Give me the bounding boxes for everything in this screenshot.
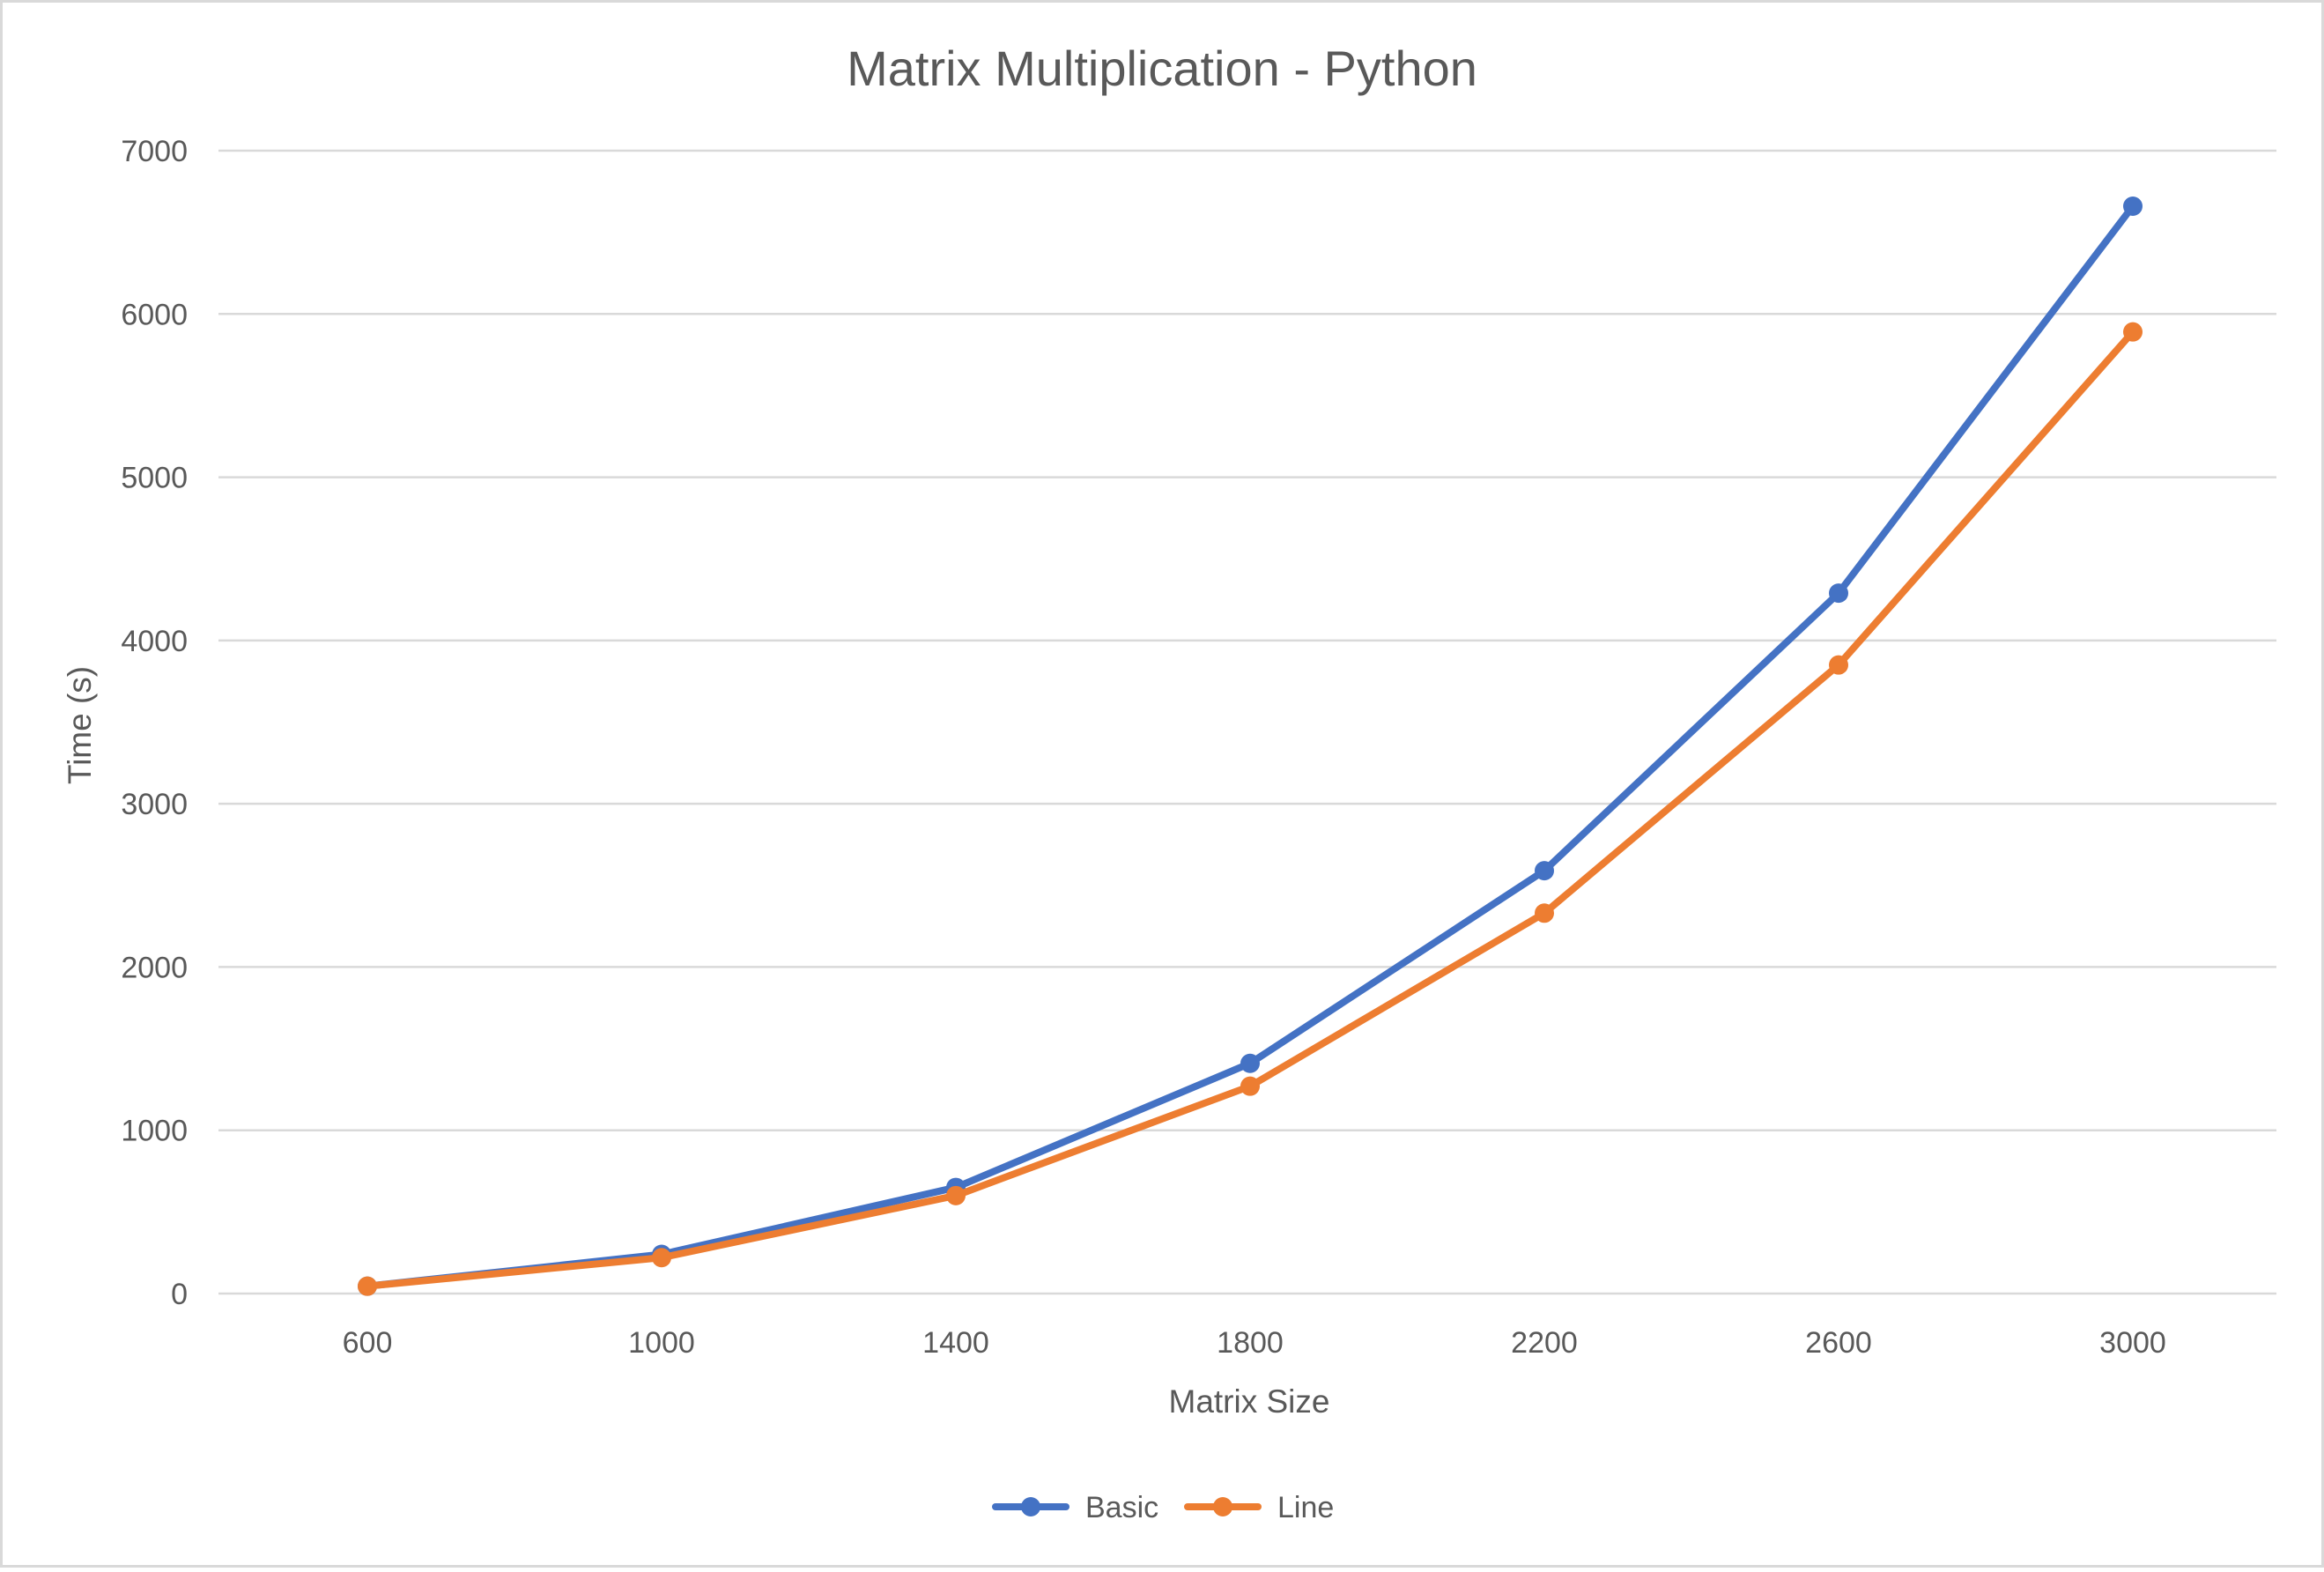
y-tick-label: 4000	[121, 625, 188, 658]
y-tick-label: 0	[171, 1278, 188, 1311]
legend-marker	[1021, 1497, 1040, 1516]
x-tick-label: 3000	[2099, 1326, 2166, 1360]
gridlines	[218, 149, 2276, 1295]
legend: Basic Line	[992, 1491, 1334, 1524]
y-tick-label: 2000	[121, 951, 188, 984]
x-axis-ticks: 600 1000 1400 1800 2200 2600 3000	[343, 1326, 2166, 1360]
data-point-line	[2123, 322, 2143, 342]
data-point-line	[946, 1185, 966, 1205]
legend-item-line: Line	[1184, 1491, 1334, 1524]
y-tick-label: 5000	[121, 462, 188, 495]
x-axis-label: Matrix Size	[1169, 1383, 1330, 1420]
x-tick-label: 1000	[628, 1326, 695, 1360]
data-point-line	[1535, 903, 1554, 923]
chart-title: Matrix Multiplication - Python	[847, 41, 1477, 96]
data-point-line	[1240, 1076, 1260, 1096]
data-point-basic	[1829, 583, 1848, 604]
data-point-line	[358, 1276, 377, 1296]
data-point-basic	[2123, 196, 2143, 216]
x-tick-label: 1400	[922, 1326, 989, 1360]
y-tick-label: 7000	[121, 135, 188, 168]
data-point-line	[1829, 655, 1848, 675]
legend-marker	[1213, 1497, 1232, 1516]
x-tick-label: 2600	[1805, 1326, 1872, 1360]
x-tick-label: 600	[343, 1326, 393, 1360]
x-tick-label: 2200	[1511, 1326, 1578, 1360]
y-axis-ticks: 0 1000 2000 3000 4000 5000 6000 7000	[121, 135, 188, 1311]
y-tick-label: 6000	[121, 298, 188, 331]
y-axis-label: Time (s)	[62, 666, 98, 784]
data-point-line	[652, 1248, 671, 1268]
data-point-basic	[1535, 861, 1554, 881]
x-tick-label: 1800	[1217, 1326, 1284, 1360]
series-group	[358, 196, 2143, 1296]
y-tick-label: 3000	[121, 788, 188, 821]
data-point-basic	[1240, 1053, 1260, 1073]
legend-label: Basic	[1085, 1491, 1158, 1524]
y-tick-label: 1000	[121, 1115, 188, 1148]
legend-label: Line	[1277, 1491, 1334, 1524]
legend-item-basic: Basic	[992, 1491, 1158, 1524]
series-line	[358, 322, 2143, 1296]
